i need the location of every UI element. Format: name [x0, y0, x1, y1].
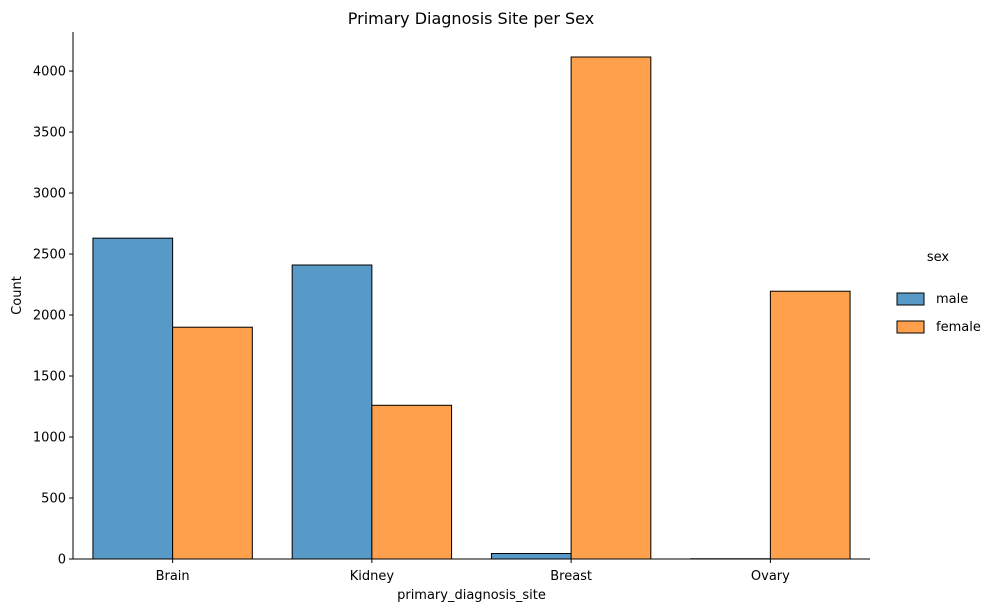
bar-female-breast — [570, 56, 652, 560]
y-tick-label: 0 — [58, 553, 66, 568]
y-tick-label: 3000 — [33, 187, 66, 202]
legend: sex male female — [896, 250, 981, 335]
y-tick-label: 4000 — [33, 65, 66, 80]
legend-title: sex — [927, 250, 950, 265]
y-axis-label: Count — [10, 276, 25, 315]
y-tick-label: 2500 — [33, 248, 66, 263]
y-tick-label: 3500 — [33, 126, 66, 141]
bar-male-breast — [490, 553, 572, 560]
legend-label-female: female — [936, 320, 981, 335]
x-axis-ticks: Brain Kidney Breast Ovary — [156, 559, 790, 584]
y-tick-label: 2000 — [33, 309, 66, 324]
x-tick-label: Kidney — [350, 569, 395, 584]
y-axis-ticks: 0 500 1000 1500 2000 2500 3000 3500 4000 — [33, 65, 73, 568]
x-tick-label: Brain — [156, 569, 190, 584]
bar-male-kidney — [291, 264, 373, 560]
y-tick-label: 500 — [41, 492, 66, 507]
x-axis-label: primary_diagnosis_site — [397, 588, 546, 603]
x-tick-label: Breast — [550, 569, 592, 584]
bar-female-kidney — [371, 404, 453, 560]
chart-title: Primary Diagnosis Site per Sex — [348, 9, 594, 28]
legend-swatch-male — [896, 292, 925, 306]
plot-area — [92, 56, 851, 560]
bar-male-brain — [92, 237, 174, 560]
bar-female-brain — [172, 326, 253, 560]
bar-female-ovary — [769, 290, 851, 560]
y-tick-label: 1500 — [33, 370, 66, 385]
x-tick-label: Ovary — [751, 569, 790, 584]
y-tick-label: 1000 — [33, 431, 66, 446]
legend-swatch-female — [896, 320, 925, 334]
legend-label-male: male — [936, 292, 968, 307]
